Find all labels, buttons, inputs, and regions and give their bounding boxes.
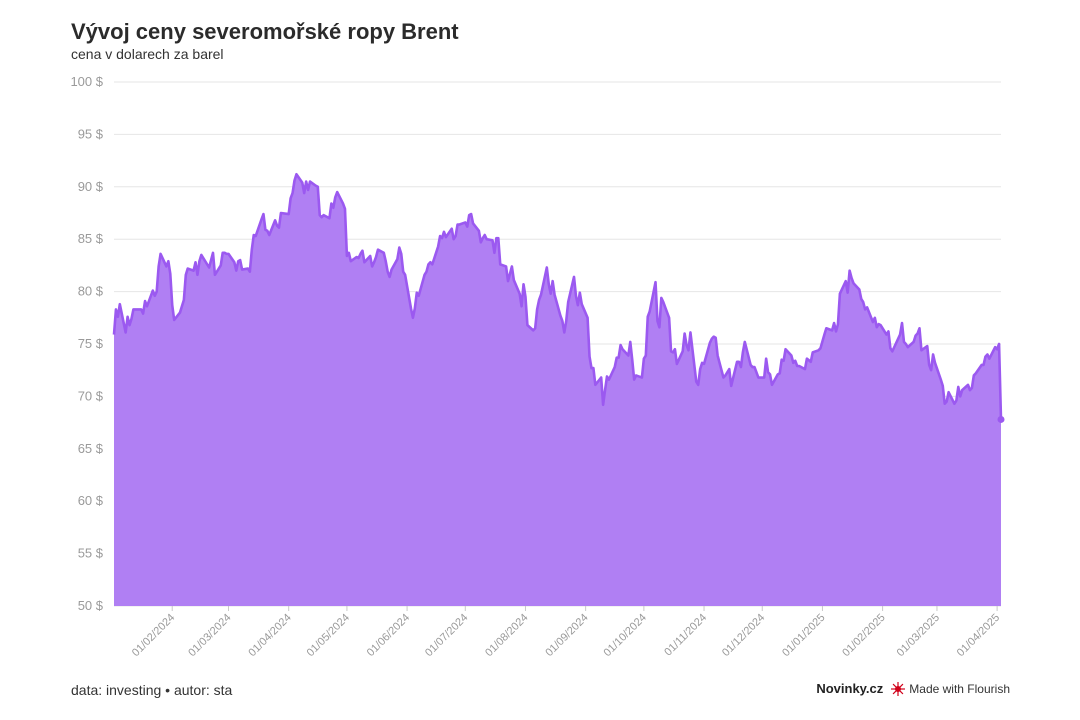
flourish-icon xyxy=(891,681,906,696)
chart-subtitle: cena v dolarech za barel xyxy=(71,46,224,62)
y-tick-label: 60 $ xyxy=(78,493,104,508)
x-tick-label: 01/03/2024 xyxy=(186,612,233,659)
x-tick-label: 01/10/2024 xyxy=(602,612,649,659)
price-area-fill xyxy=(114,174,1001,606)
x-tick-label: 01/11/2024 xyxy=(662,612,709,659)
novinky-logo[interactable]: Novinky.cz xyxy=(816,681,884,696)
x-tick-label: 01/01/2025 xyxy=(780,612,827,659)
x-axis: 01/02/2024 01/03/2024 01/04/2024 01/05/2024… xyxy=(130,606,1002,659)
x-tick-label: 01/02/2024 xyxy=(130,612,177,659)
last-price-point[interactable] xyxy=(997,415,1005,423)
plot-area xyxy=(112,172,1005,606)
x-tick-label: 01/09/2024 xyxy=(543,612,590,659)
x-tick-label: 01/08/2024 xyxy=(483,612,530,659)
source-credit: data: investing • autor: sta xyxy=(71,682,233,698)
y-axis: 50 $ 55 $ 60 $ 65 $ 70 $ 75 $ 80 $ 85 $ 90 $ 95 $… xyxy=(70,74,103,613)
y-tick-label: 90 $ xyxy=(78,179,104,194)
y-tick-label: 80 $ xyxy=(78,284,104,299)
x-tick-label: 01/06/2024 xyxy=(365,612,412,659)
y-tick-label: 85 $ xyxy=(78,231,104,246)
footer-branding: Novinky.cz Made with Flourish xyxy=(816,681,1010,696)
x-tick-label: 01/05/2024 xyxy=(305,612,352,659)
x-tick-label: 01/04/2024 xyxy=(246,612,293,659)
x-tick-label: 01/12/2024 xyxy=(720,612,767,659)
x-tick-label: 01/02/2025 xyxy=(840,612,887,659)
y-tick-label: 65 $ xyxy=(78,441,104,456)
y-tick-label: 95 $ xyxy=(78,126,104,141)
x-tick-label: 01/04/2025 xyxy=(955,612,1002,659)
y-tick-label: 55 $ xyxy=(78,546,104,561)
made-with-flourish-label: Made with Flourish xyxy=(909,681,1010,696)
x-tick-label: 01/03/2025 xyxy=(895,612,942,659)
y-tick-label: 75 $ xyxy=(78,336,104,351)
price-line[interactable] xyxy=(112,172,1003,420)
x-tick-label: 01/07/2024 xyxy=(423,612,470,659)
y-tick-label: 70 $ xyxy=(78,388,104,403)
flourish-credit[interactable]: Made with Flourish xyxy=(891,681,1010,696)
y-tick-label: 100 $ xyxy=(70,74,103,89)
y-tick-label: 50 $ xyxy=(78,598,104,613)
chart-title: Vývoj ceny severomořské ropy Brent xyxy=(71,19,459,44)
